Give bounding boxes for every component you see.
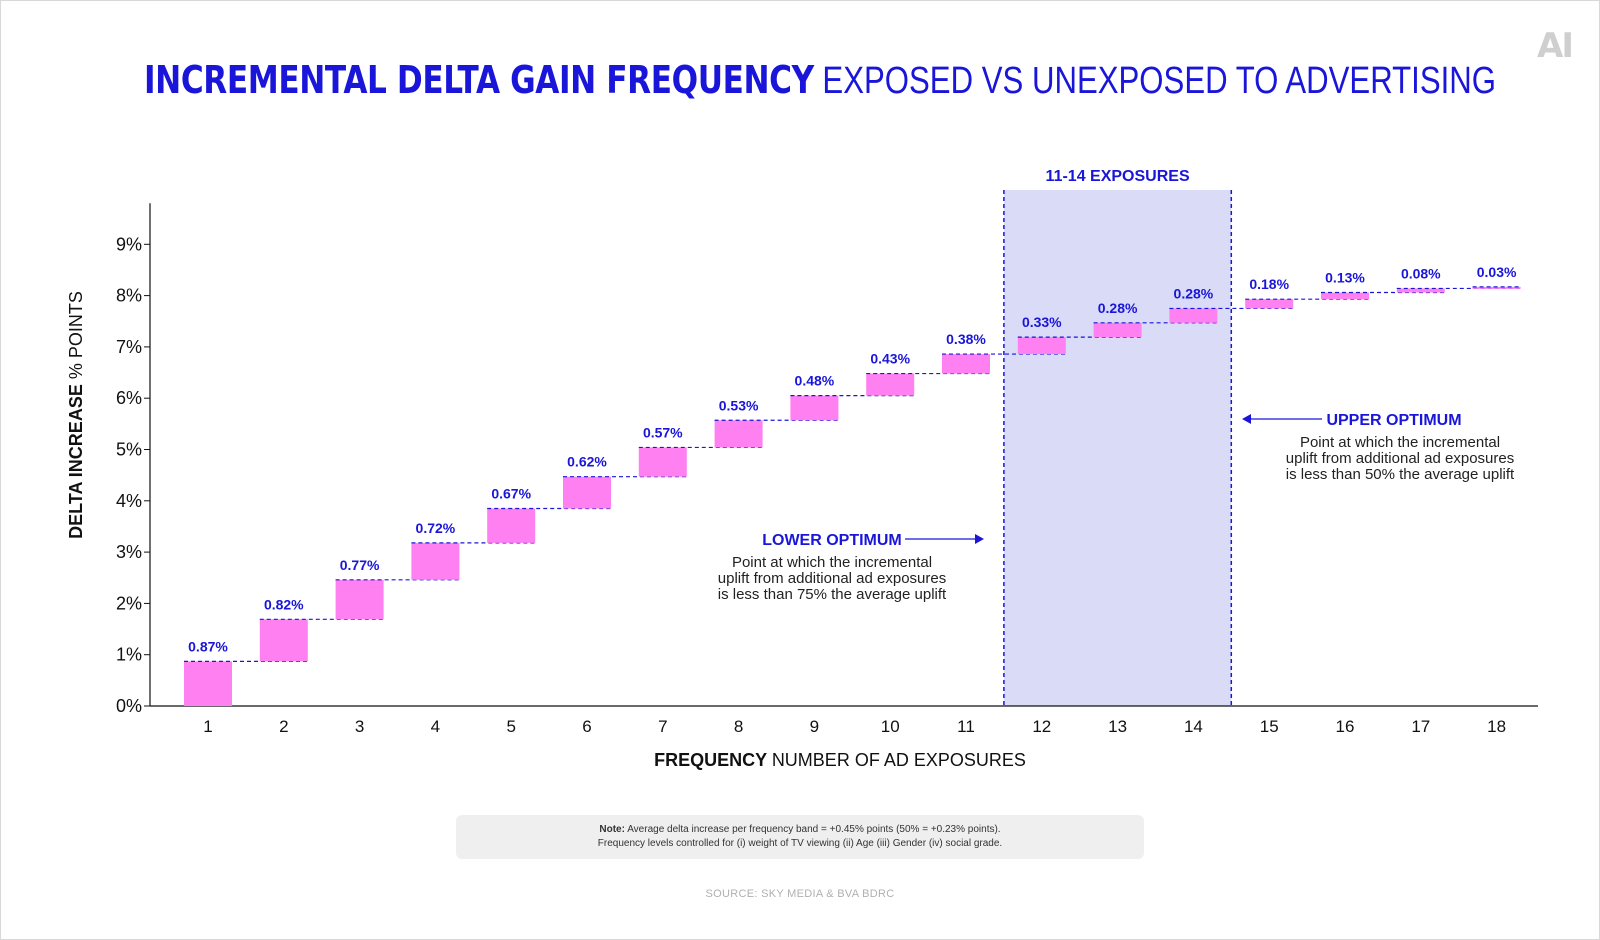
x-tick-label: 3 [355, 717, 364, 736]
y-tick-label: 4% [116, 491, 142, 511]
upper-optimum-arrow-head [1242, 414, 1251, 424]
data-label: 0.18% [1249, 276, 1289, 292]
bar [335, 579, 384, 620]
bar [714, 420, 763, 448]
x-tick-label: 15 [1260, 717, 1279, 736]
lower-optimum-title: LOWER OPTIMUM [762, 532, 902, 549]
data-label: 0.03% [1477, 264, 1517, 280]
x-axis-title: FREQUENCY NUMBER OF AD EXPOSURES [654, 750, 1026, 770]
bar [1169, 308, 1218, 323]
upper-optimum-text: Point at which the incremental [1300, 434, 1500, 451]
y-tick-label: 3% [116, 542, 142, 562]
source-text: SOURCE: SKY MEDIA & BVA BDRC [705, 888, 895, 900]
title-bold: INCREMENTAL DELTA GAIN FREQUENCY [144, 58, 814, 102]
lower-optimum-arrow-head [975, 534, 984, 544]
x-axis-title-light: NUMBER OF AD EXPOSURES [772, 750, 1026, 770]
bar [638, 447, 687, 477]
x-tick-label: 11 [957, 717, 975, 736]
x-axis-title-bold: FREQUENCY [654, 750, 772, 770]
data-label: 0.28% [1098, 300, 1138, 316]
highlight-label: 11-14 EXPOSURES [1046, 168, 1190, 185]
data-label: 0.43% [870, 351, 910, 367]
bar [184, 661, 232, 706]
data-label: 0.48% [795, 373, 835, 389]
highlight-band [1003, 190, 1232, 706]
bar [1245, 299, 1294, 309]
x-tick-label: 13 [1108, 717, 1127, 736]
data-label: 0.72% [416, 520, 456, 536]
chart-title: INCREMENTAL DELTA GAIN FREQUENCY EXPOSED… [144, 58, 1496, 103]
x-tick-label: 12 [1032, 717, 1051, 736]
bar [1321, 292, 1369, 300]
bar [1396, 288, 1445, 293]
data-label: 0.38% [946, 331, 986, 347]
note-line-2: Frequency levels controlled for (i) weig… [597, 838, 1003, 849]
x-tick-label: 9 [810, 717, 819, 736]
x-tick-label: 17 [1411, 717, 1430, 736]
title-light: EXPOSED VS UNEXPOSED TO ADVERTISING [822, 60, 1497, 102]
x-tick-label: 6 [582, 717, 591, 736]
data-label: 0.28% [1174, 285, 1214, 301]
brand-logo: AI [1537, 26, 1574, 66]
data-label: 0.13% [1325, 270, 1365, 286]
bar [563, 476, 611, 509]
bar [411, 542, 460, 580]
y-tick-label: 6% [116, 388, 142, 408]
y-tick-label: 2% [116, 593, 142, 613]
bar [1472, 286, 1521, 289]
x-tick-label: 1 [203, 717, 212, 736]
bar [259, 619, 308, 662]
data-label: 0.67% [491, 485, 531, 501]
note-box: Note: Average delta increase per frequen… [456, 815, 1144, 859]
x-tick-label: 4 [431, 717, 440, 736]
x-tick-label: 7 [658, 717, 667, 736]
y-axis-title: DELTA INCREASE % POINTS [66, 291, 86, 539]
y-axis-title-light: % POINTS [66, 291, 86, 379]
upper-optimum-title: UPPER OPTIMUM [1326, 412, 1461, 429]
data-label: 0.77% [340, 557, 380, 573]
x-tick-label: 5 [506, 717, 515, 736]
data-label: 0.08% [1401, 265, 1441, 281]
y-tick-label: 7% [116, 337, 142, 357]
bar [1017, 337, 1066, 355]
bar [866, 373, 915, 396]
data-label: 0.33% [1022, 314, 1062, 330]
x-tick-label: 10 [881, 717, 900, 736]
x-tick-label: 8 [734, 717, 743, 736]
data-label: 0.87% [188, 638, 228, 654]
upper-optimum-text: uplift from additional ad exposures [1286, 450, 1514, 467]
upper-optimum-text: is less than 50% the average uplift [1286, 466, 1515, 483]
y-tick-label: 8% [116, 286, 142, 306]
lower-optimum-text: is less than 75% the average uplift [718, 586, 947, 603]
x-tick-label: 16 [1336, 717, 1355, 736]
data-label: 0.82% [264, 596, 304, 612]
y-tick-label: 1% [116, 645, 142, 665]
note-prefix: Note: [599, 824, 625, 835]
y-tick-label: 5% [116, 440, 142, 460]
bar [790, 395, 839, 421]
bar [487, 508, 536, 543]
x-tick-label: 18 [1487, 717, 1506, 736]
bar [1093, 322, 1142, 338]
x-tick-label: 2 [279, 717, 288, 736]
note-line-1: Average delta increase per frequency ban… [627, 824, 1001, 835]
y-tick-label: 0% [116, 696, 142, 716]
data-label: 0.53% [719, 397, 759, 413]
y-axis-title-bold: DELTA INCREASE [66, 379, 86, 539]
bar [942, 354, 990, 374]
lower-optimum-text: Point at which the incremental [732, 554, 932, 571]
data-label: 0.62% [567, 454, 607, 470]
x-tick-label: 14 [1184, 717, 1203, 736]
y-tick-label: 9% [116, 234, 142, 254]
lower-optimum-text: uplift from additional ad exposures [718, 570, 946, 587]
data-label: 0.57% [643, 424, 683, 440]
